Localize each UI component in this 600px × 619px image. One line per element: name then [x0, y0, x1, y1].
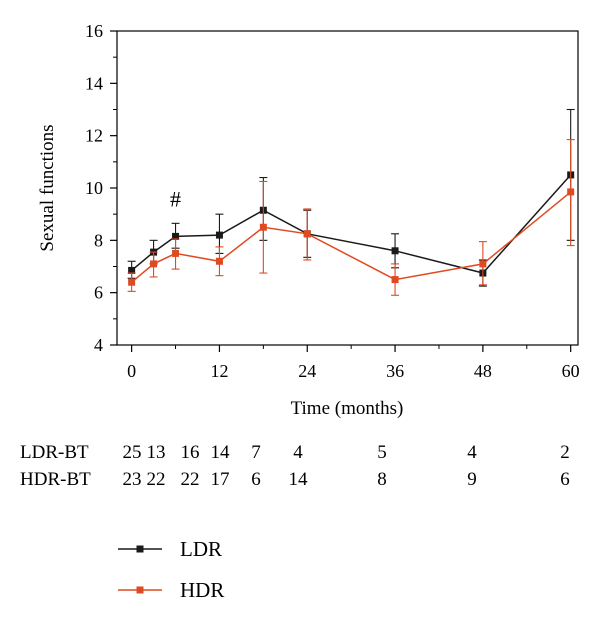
at-risk-value: 9 — [467, 469, 477, 490]
at-risk-value: 2 — [560, 442, 570, 463]
data-point — [303, 230, 311, 238]
y-tick-label: 10 — [85, 178, 103, 198]
at-risk-value: 7 — [251, 442, 261, 463]
data-point — [479, 260, 487, 268]
at-risk-value: 25 — [123, 442, 142, 463]
y-axis-label: Sexual functions — [37, 124, 58, 251]
at-risk-value: 5 — [377, 442, 387, 463]
data-point — [567, 188, 575, 196]
x-axis-label: Time (months) — [291, 398, 404, 419]
at-risk-row-label: HDR-BT — [20, 469, 91, 490]
at-risk-value: 23 — [123, 469, 142, 490]
data-point — [172, 232, 180, 240]
at-risk-value: 22 — [181, 469, 200, 490]
legend-label: LDR — [180, 537, 222, 561]
data-point — [172, 249, 180, 257]
at-risk-value: 14 — [211, 442, 231, 463]
series-ldr — [127, 108, 575, 287]
x-tick-label: 12 — [210, 361, 228, 381]
x-tick-label: 60 — [562, 361, 580, 381]
series-line — [131, 191, 572, 283]
legend: LDR HDR — [118, 537, 224, 602]
data-point — [150, 260, 158, 268]
data-point — [128, 278, 136, 286]
y-tick-label: 16 — [85, 21, 103, 41]
y-tick-label: 4 — [94, 335, 103, 355]
y-tick-label: 6 — [94, 283, 103, 303]
at-risk-value: 4 — [293, 442, 303, 463]
x-tick-label: 24 — [298, 361, 316, 381]
at-risk-value: 6 — [251, 469, 261, 490]
legend-marker — [136, 586, 144, 594]
y-tick-label: 8 — [94, 230, 103, 250]
y-axis-ticks: 4 6 8 10 12 14 16 — [85, 21, 117, 355]
x-tick-label: 0 — [127, 361, 136, 381]
at-risk-value: 17 — [211, 469, 230, 490]
at-risk-value: 22 — [147, 469, 166, 490]
legend-marker — [136, 545, 144, 553]
y-tick-label: 12 — [85, 126, 103, 146]
at-risk-value: 14 — [289, 469, 309, 490]
data-point — [128, 266, 136, 274]
legend-label: HDR — [180, 578, 224, 602]
x-axis-ticks: 0 12 24 36 48 60 — [127, 345, 580, 381]
at-risk-row-label: LDR-BT — [20, 442, 89, 463]
data-point — [215, 231, 223, 239]
series-layer — [127, 108, 575, 296]
at-risk-value: 13 — [147, 442, 166, 463]
at-risk-value: 6 — [560, 469, 570, 490]
data-point — [391, 247, 399, 255]
data-point — [215, 257, 223, 265]
series-hdr — [127, 139, 575, 296]
plot-frame — [116, 30, 579, 346]
at-risk-value: 16 — [181, 442, 200, 463]
data-point — [259, 223, 267, 231]
data-point — [391, 276, 399, 284]
y-tick-label: 14 — [85, 73, 103, 93]
series-line — [131, 174, 572, 274]
annotation-hash: # — [170, 186, 181, 211]
at-risk-value: 4 — [467, 442, 477, 463]
x-tick-label: 36 — [386, 361, 404, 381]
at-risk-value: 8 — [377, 469, 387, 490]
x-tick-label: 48 — [474, 361, 492, 381]
